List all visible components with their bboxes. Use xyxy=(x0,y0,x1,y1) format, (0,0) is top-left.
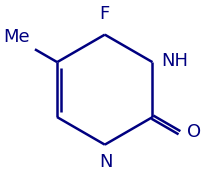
Text: Me: Me xyxy=(4,28,30,46)
Text: F: F xyxy=(100,5,110,23)
Text: NH: NH xyxy=(162,52,189,70)
Text: N: N xyxy=(99,153,113,171)
Text: O: O xyxy=(187,123,201,141)
